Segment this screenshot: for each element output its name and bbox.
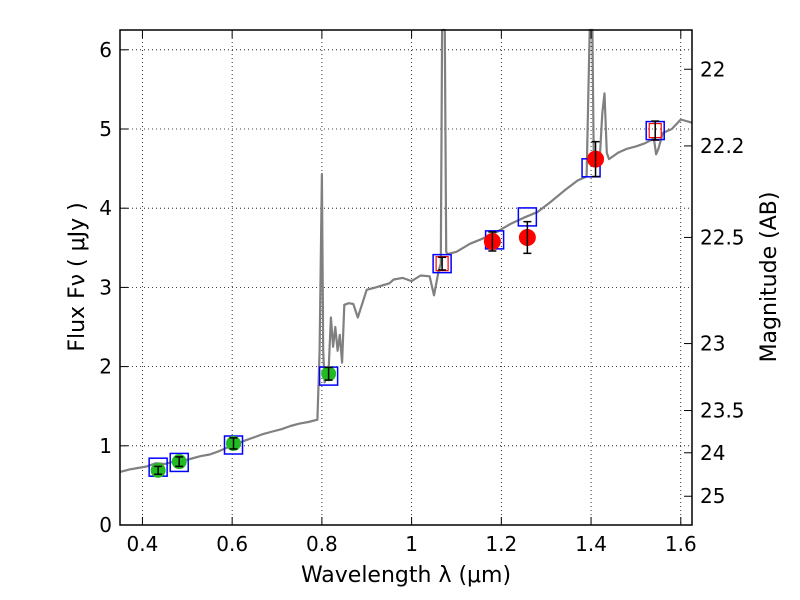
x-tick-label: 0.8 bbox=[306, 532, 338, 556]
right-tick-label: 22.2 bbox=[700, 134, 745, 158]
right-tick-label: 25 bbox=[700, 484, 725, 508]
right-tick-label: 22 bbox=[700, 57, 725, 81]
y-axis-right: 22 22.2 22.5 23 23.5 24 25 bbox=[684, 57, 745, 508]
x-axis: 0.4 0.6 0.8 1 1.2 1.4 1.6 bbox=[127, 30, 697, 556]
x-tick-label: 0.4 bbox=[127, 532, 159, 556]
y-tick-label: 4 bbox=[99, 196, 112, 220]
right-tick-label: 24 bbox=[700, 441, 725, 465]
x-tick-label: 1 bbox=[405, 532, 418, 556]
y-axis-title: Flux Fν ( μJy ) bbox=[65, 202, 90, 351]
y-tick-label: 5 bbox=[99, 117, 112, 141]
photometry-markers bbox=[148, 120, 665, 478]
y-tick-label: 0 bbox=[99, 513, 112, 537]
right-tick-label: 22.5 bbox=[700, 225, 745, 249]
sed-line bbox=[119, 28, 693, 473]
y-tick-label: 3 bbox=[99, 275, 112, 299]
x-axis-title: Wavelength λ (μm) bbox=[301, 563, 511, 588]
x-tick-label: 1.2 bbox=[485, 532, 517, 556]
y-axis-right-title: Magnitude (AB) bbox=[757, 192, 782, 363]
y-axis-left: 0 1 2 3 4 5 6 bbox=[99, 38, 128, 537]
right-tick-label: 23.5 bbox=[700, 399, 745, 423]
x-tick-label: 1.4 bbox=[575, 532, 607, 556]
x-tick-label: 0.6 bbox=[216, 532, 248, 556]
plot-frame bbox=[119, 29, 693, 526]
sed-curve bbox=[119, 28, 693, 473]
gridlines bbox=[120, 30, 692, 526]
y-tick-label: 6 bbox=[99, 38, 112, 62]
y-tick-label: 1 bbox=[99, 434, 112, 458]
model-box bbox=[169, 452, 189, 473]
x-tick-label: 1.6 bbox=[665, 532, 697, 556]
right-tick-label: 23 bbox=[700, 332, 725, 356]
model-box bbox=[432, 253, 452, 274]
y-tick-label: 2 bbox=[99, 355, 112, 379]
